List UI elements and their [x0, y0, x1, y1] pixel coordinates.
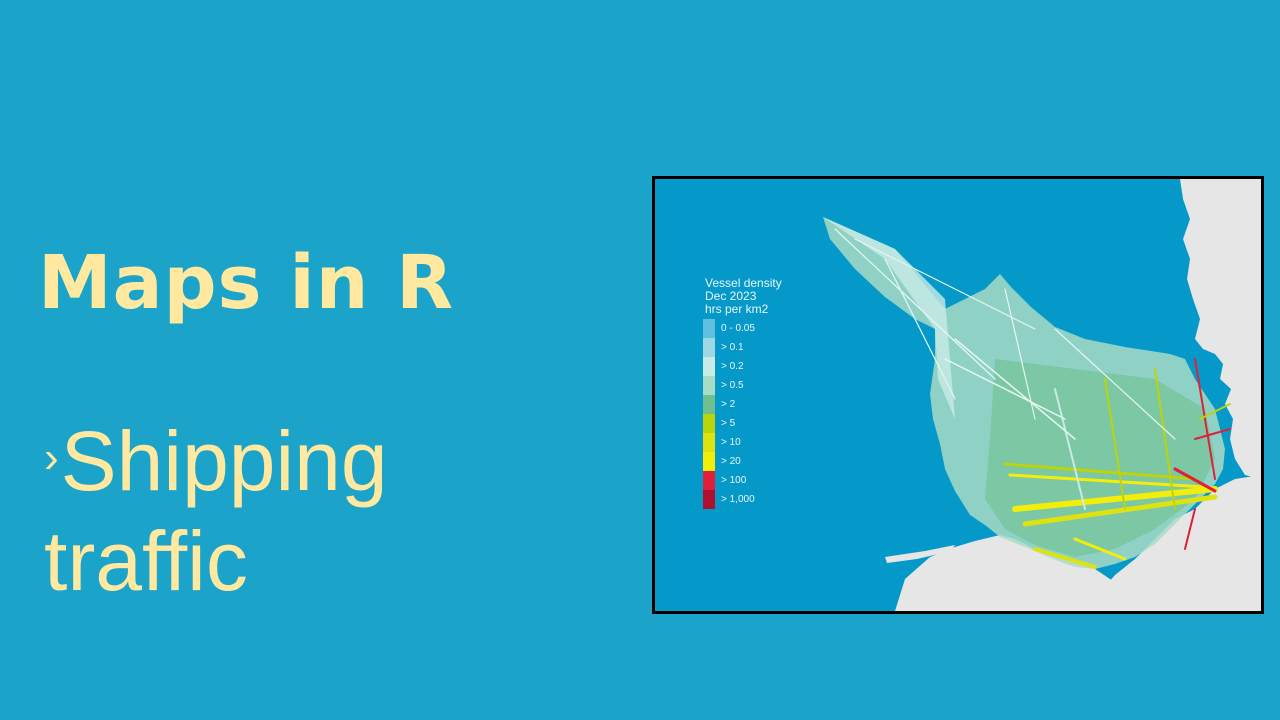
legend-item: > 100 — [703, 471, 782, 490]
legend-items: 0 - 0.05 > 0.1 > 0.2 > 0.5 > 2 > 5 > 10 > 20 > 1… — [703, 319, 782, 509]
legend-swatch — [703, 376, 715, 395]
legend-swatch — [703, 414, 715, 433]
legend-label: 0 - 0.05 — [721, 323, 755, 334]
map-legend: Vessel density Dec 2023 hrs per km2 0 - … — [703, 277, 782, 509]
slide-title: Maps in R — [38, 240, 455, 326]
bullet-chevron-icon: › — [44, 433, 59, 482]
bullet-line-2: traffic — [44, 514, 248, 608]
legend-item: > 10 — [703, 433, 782, 452]
legend-label: > 0.1 — [721, 342, 744, 353]
island-2 — [975, 559, 1007, 569]
legend-item: > 1,000 — [703, 490, 782, 509]
legend-label: > 10 — [721, 437, 741, 448]
legend-label: > 1,000 — [721, 494, 755, 505]
legend-swatch — [703, 452, 715, 471]
shipping-lanes — [834, 228, 1231, 569]
legend-title-line-1: Vessel density — [705, 276, 782, 290]
land-east — [1180, 179, 1261, 479]
legend-item: > 0.5 — [703, 376, 782, 395]
map-canvas — [823, 179, 1261, 611]
legend-swatch — [703, 395, 715, 414]
bullet-line-1-text: Shipping — [60, 414, 388, 508]
legend-swatch — [703, 471, 715, 490]
legend-item: > 5 — [703, 414, 782, 433]
legend-title-line-3: hrs per km2 — [705, 302, 769, 316]
island-1 — [885, 545, 955, 563]
legend-swatch — [703, 338, 715, 357]
legend-swatch — [703, 433, 715, 452]
legend-label: > 5 — [721, 418, 736, 429]
legend-swatch — [703, 319, 715, 338]
legend-item: > 0.2 — [703, 357, 782, 376]
legend-label: > 2 — [721, 399, 736, 410]
legend-label: > 20 — [721, 456, 741, 467]
legend-swatch — [703, 357, 715, 376]
legend-item: > 2 — [703, 395, 782, 414]
legend-label: > 0.5 — [721, 380, 744, 391]
legend-title: Vessel density Dec 2023 hrs per km2 — [705, 277, 782, 316]
legend-item: > 0.1 — [703, 338, 782, 357]
land-southeast — [1095, 475, 1261, 611]
bullet-line-1: ›Shipping — [44, 408, 388, 511]
legend-swatch — [703, 490, 715, 509]
vessel-density-map: Vessel density Dec 2023 hrs per km2 0 - … — [652, 176, 1264, 614]
legend-title-line-2: Dec 2023 — [705, 289, 757, 303]
legend-label: > 100 — [721, 475, 747, 486]
legend-label: > 0.2 — [721, 361, 744, 372]
density-light-area — [823, 217, 955, 419]
land-south — [895, 535, 1135, 611]
legend-item: 0 - 0.05 — [703, 319, 782, 338]
bullet-text: ›Shipping traffic — [44, 408, 388, 611]
legend-item: > 20 — [703, 452, 782, 471]
